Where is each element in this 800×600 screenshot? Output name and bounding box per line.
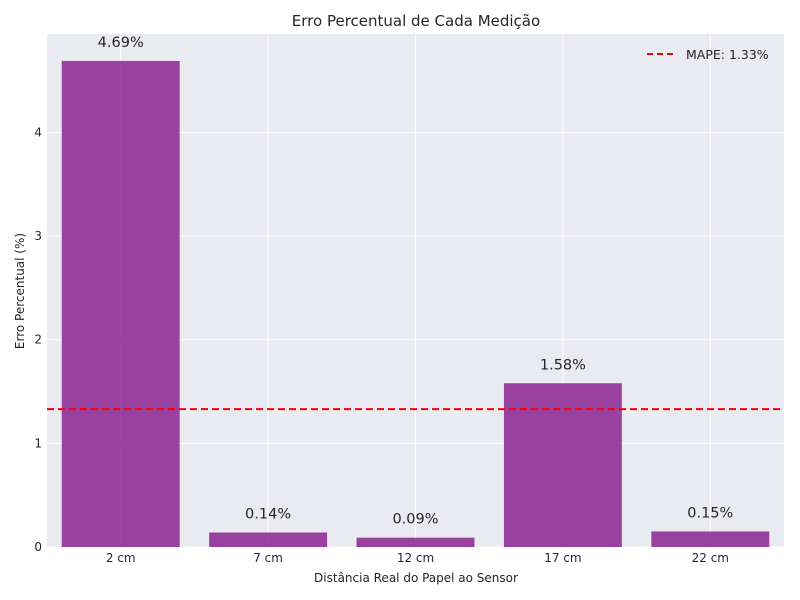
bar-value-label: 0.14% [245, 506, 291, 522]
bar-value-label: 0.09% [392, 512, 438, 528]
legend-label: MAPE: 1.33% [686, 47, 769, 62]
y-tick-label: 2 [34, 333, 42, 347]
x-tick-labels: 2 cm 7 cm 12 cm 17 cm 22 cm [106, 551, 729, 565]
y-axis-label: Erro Percentual (%) [13, 233, 27, 349]
x-tick-label: 2 cm [106, 551, 136, 565]
data-labels: 4.69% 0.14% 0.09% 1.58% 0.15% [98, 35, 734, 528]
chart-title: Erro Percentual de Cada Medição [292, 12, 540, 30]
y-tick-label: 4 [34, 125, 42, 139]
bar-value-label: 0.15% [687, 505, 733, 521]
y-tick-labels: 0 1 2 3 4 [34, 125, 42, 554]
bar [61, 60, 180, 547]
x-tick-label: 7 cm [253, 551, 283, 565]
bar-value-label: 4.69% [98, 35, 144, 51]
x-tick-label: 17 cm [544, 551, 581, 565]
bar [209, 532, 328, 547]
x-axis-label: Distância Real do Papel ao Sensor [314, 571, 518, 585]
y-tick-label: 0 [34, 540, 42, 554]
x-tick-label: 22 cm [692, 551, 729, 565]
y-tick-label: 1 [34, 436, 42, 450]
x-tick-label: 12 cm [397, 551, 434, 565]
bar [503, 383, 622, 547]
bar [651, 531, 770, 547]
bar-value-label: 1.58% [540, 357, 586, 373]
y-tick-label: 3 [34, 229, 42, 243]
bars [61, 60, 770, 547]
bar [356, 537, 475, 547]
legend: MAPE: 1.33% [647, 47, 769, 62]
